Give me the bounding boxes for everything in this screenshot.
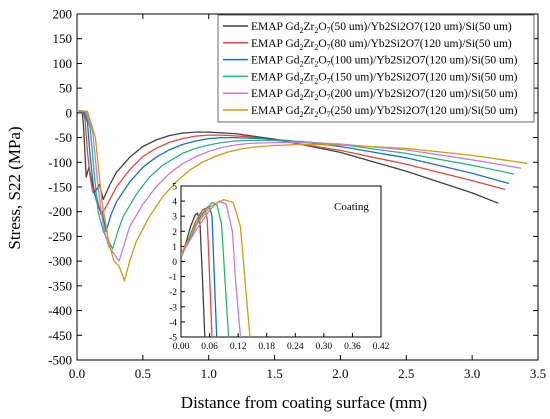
main-plot-area: 0.0 0.5 1.0 1.5 2.0 2.5 3.0 3.5200150100500-50-… bbox=[48, 7, 546, 382]
inset-plot-area: 0.00 0.06 0.12 0.18 0.24 0.30 0.36 0.42 5 4 3 2 1 0 -1… bbox=[169, 183, 389, 353]
inset-x-tick-label: 0.24 bbox=[287, 342, 304, 352]
inset-y-tick-label: -5 bbox=[169, 334, 177, 344]
inset-series-group bbox=[181, 198, 251, 337]
y-tick-label: -150 bbox=[48, 180, 72, 195]
inset-x-tick-label: 0.18 bbox=[258, 342, 275, 352]
y-tick-label: -300 bbox=[48, 254, 72, 269]
legend-box bbox=[217, 14, 535, 123]
x-axis-title: Distance from coating surface (mm) bbox=[181, 393, 427, 412]
y-tick-label: -250 bbox=[48, 229, 72, 244]
x-tick-label: 0.5 bbox=[135, 366, 151, 381]
inset-x-tick-label: 0.30 bbox=[316, 342, 333, 352]
y-tick-label: 0 bbox=[66, 105, 73, 120]
inset-x-tick-label: 0.00 bbox=[173, 342, 190, 352]
y-tick-label: 200 bbox=[53, 7, 73, 22]
inset-x-tick-label: 0.42 bbox=[373, 342, 390, 352]
y-tick-label: -350 bbox=[48, 278, 72, 293]
y-tick-label: 50 bbox=[59, 81, 72, 96]
y-tick-label: -100 bbox=[48, 155, 72, 170]
series-line-5 bbox=[76, 110, 522, 262]
series-line-1 bbox=[76, 110, 499, 204]
x-tick-label: 0.0 bbox=[69, 366, 85, 381]
inset-y-tick-label: -1 bbox=[169, 273, 177, 283]
legend-entry-1: EMAP Gd2Zr2O7(50 um)/Yb2Si2O7(120 um)/Si… bbox=[251, 21, 512, 35]
legend-entry-6: EMAP Gd2Zr2O7(250 um)/Yb2Si2O7(120 um)/S… bbox=[251, 105, 518, 119]
x-tick-label: 2.0 bbox=[332, 366, 348, 381]
inset-y-tick-label: 0 bbox=[172, 258, 177, 268]
inset-series-line-1 bbox=[181, 212, 206, 337]
inset-y-tick-label: -3 bbox=[169, 303, 177, 313]
x-tick-label: 3.5 bbox=[530, 366, 546, 381]
legend-entry-2: EMAP Gd2Zr2O7(80 um)/Yb2Si2O7(120 um)/Si… bbox=[251, 38, 512, 52]
inset-y-tick-label: -2 bbox=[169, 288, 177, 298]
inset-y-tick-label: -4 bbox=[169, 318, 177, 328]
y-tick-label: -450 bbox=[48, 328, 72, 343]
legend: EMAP Gd2Zr2O7(50 um)/Yb2Si2O7(120 um)/Si… bbox=[217, 14, 535, 123]
y-tick-label: -500 bbox=[48, 353, 72, 368]
y-tick-label: 100 bbox=[53, 56, 73, 71]
inset-y-tick-label: 1 bbox=[172, 243, 177, 253]
series-line-4 bbox=[76, 110, 515, 250]
inset-title: Coating bbox=[334, 201, 369, 213]
inset-series-line-5 bbox=[181, 200, 242, 337]
x-tick-label: 2.5 bbox=[398, 366, 414, 381]
y-axis-title: Stress, S22 (MPa) bbox=[5, 126, 24, 249]
inset-y-tick-label: 4 bbox=[172, 198, 177, 208]
y-tick-label: -200 bbox=[48, 204, 72, 219]
y-tick-label: 150 bbox=[53, 31, 73, 46]
inset-x-tick-label: 0.36 bbox=[344, 342, 361, 352]
legend-entry-3: EMAP Gd2Zr2O7(100 um)/Yb2Si2O7(120 um)/S… bbox=[251, 55, 518, 69]
x-tick-label: 3.0 bbox=[464, 366, 480, 381]
inset-y-tick-label: 2 bbox=[172, 228, 177, 238]
y-tick-label: -400 bbox=[48, 303, 72, 318]
legend-entry-4: EMAP Gd2Zr2O7(150 um)/Yb2Si2O7(120 um)/S… bbox=[251, 71, 518, 85]
x-tick-label: 1.5 bbox=[266, 366, 282, 381]
inset-y-tick-label: 3 bbox=[172, 213, 177, 223]
legend-entry-5: EMAP Gd2Zr2O7(200 um)/Yb2Si2O7(120 um)/S… bbox=[251, 88, 518, 102]
inset-y-tick-label: 5 bbox=[172, 183, 177, 193]
inset-series-line-6 bbox=[181, 198, 251, 337]
series-line-6 bbox=[76, 110, 528, 282]
y-tick-label: -50 bbox=[55, 130, 72, 145]
x-tick-label: 1.0 bbox=[201, 366, 217, 381]
inset-x-tick-label: 0.06 bbox=[201, 342, 218, 352]
inset-x-tick-label: 0.12 bbox=[230, 342, 247, 352]
